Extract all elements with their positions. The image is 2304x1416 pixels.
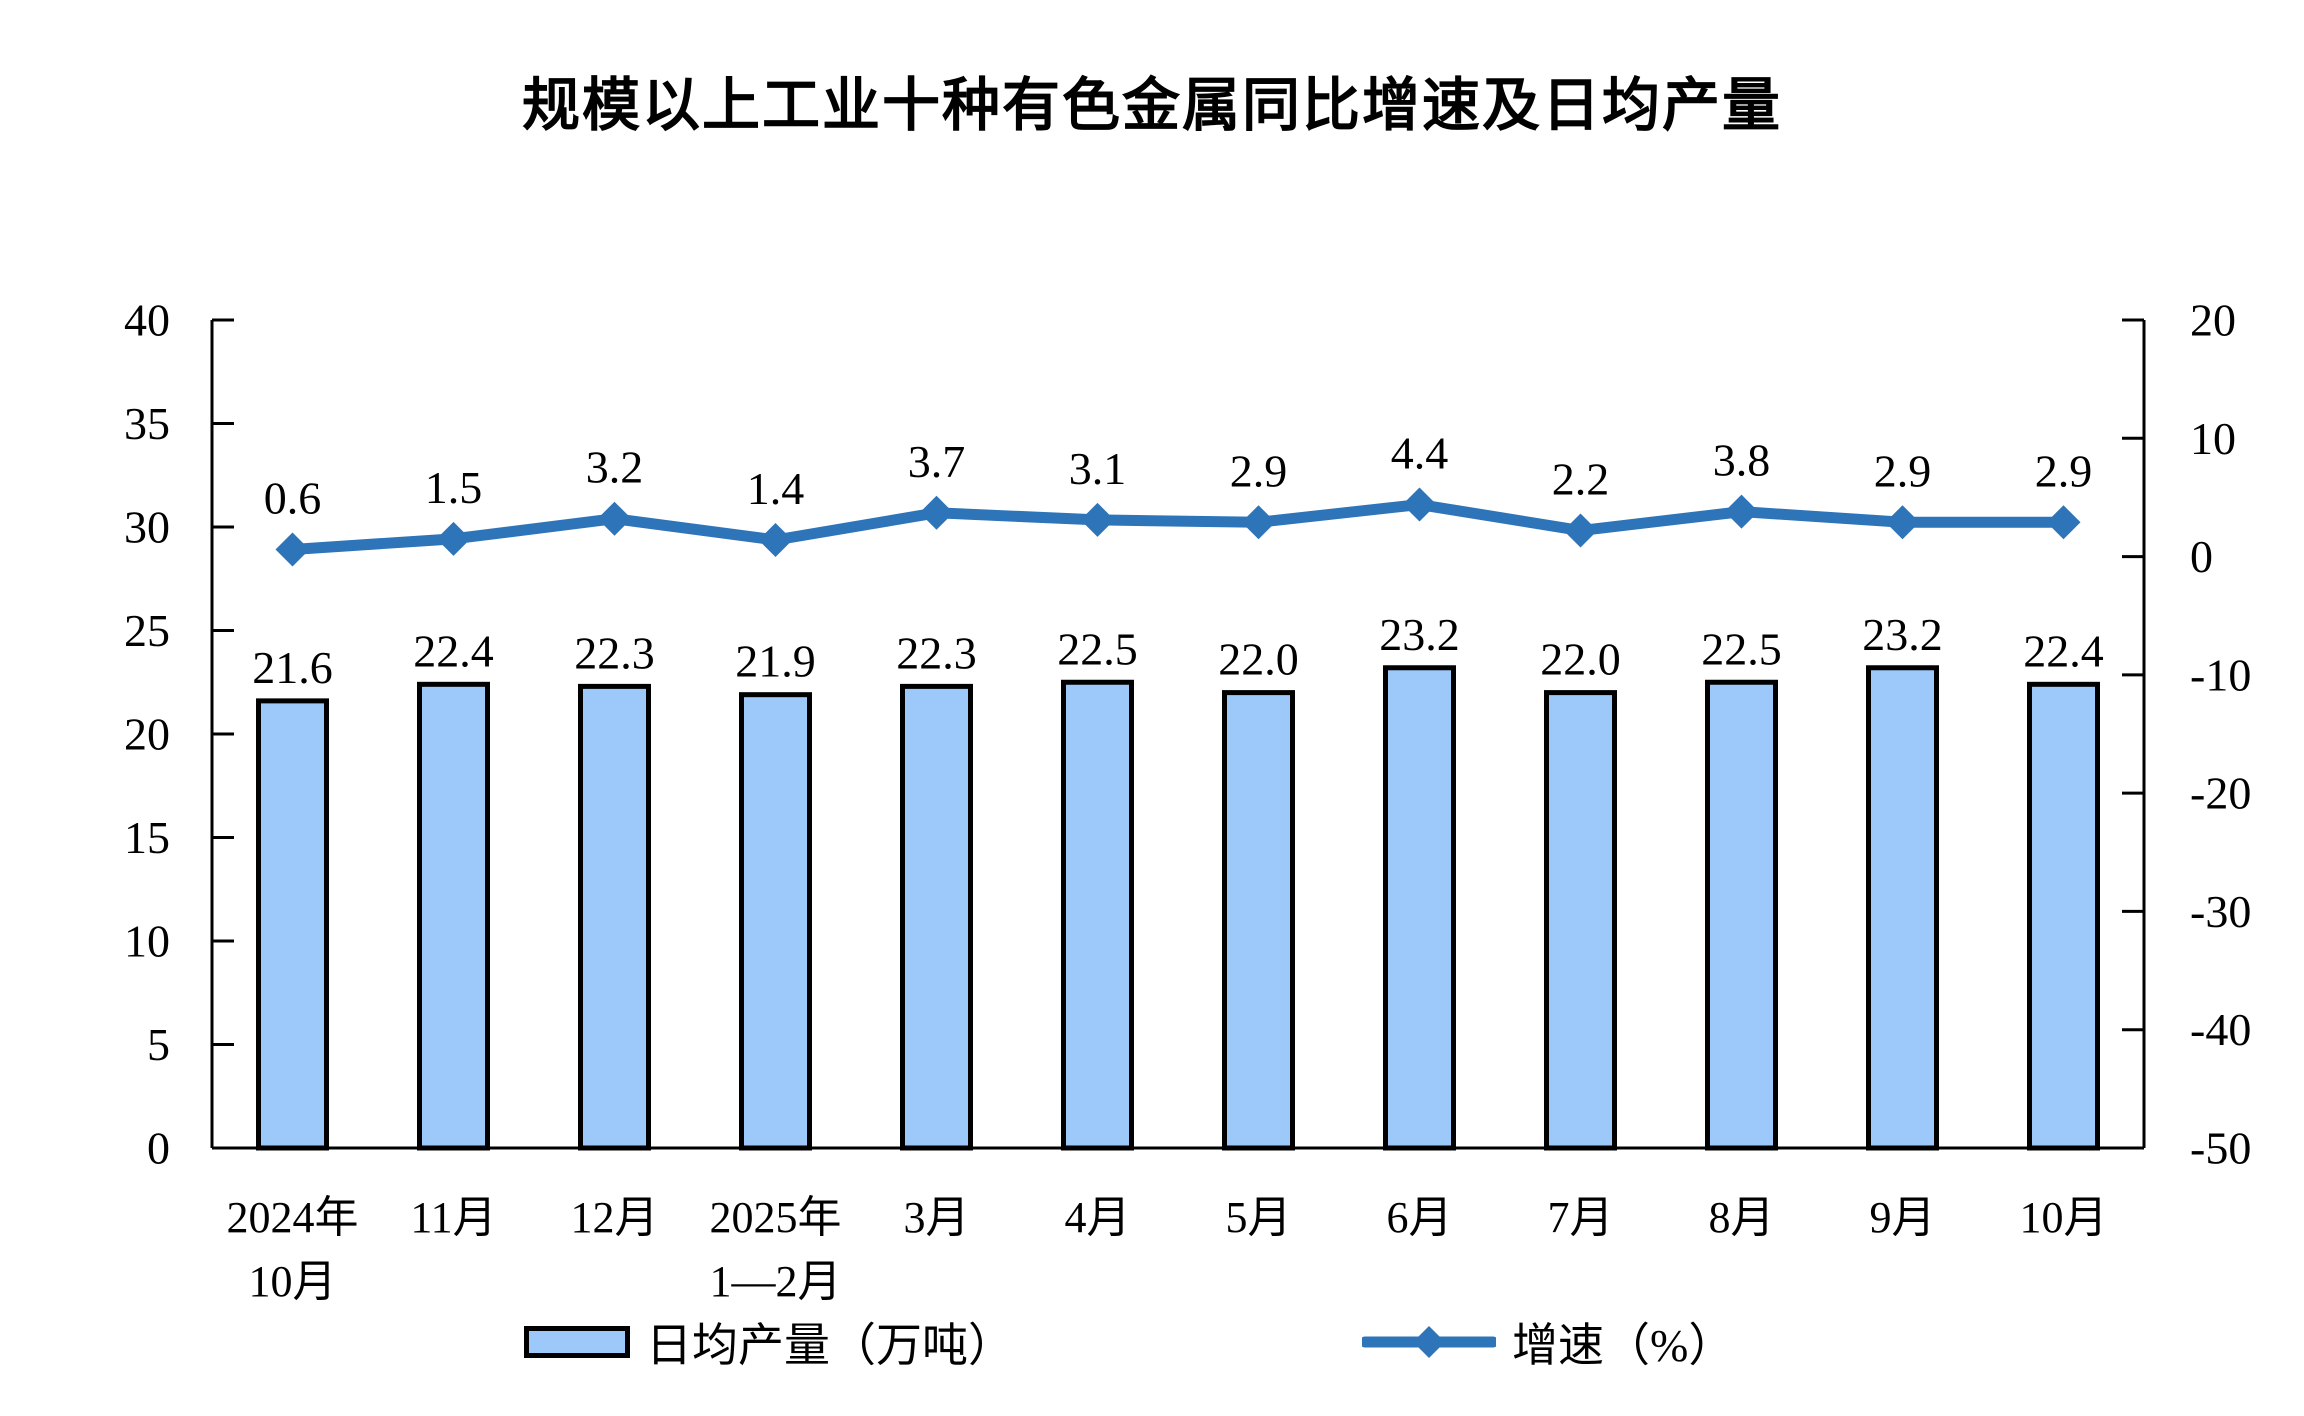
line-marker <box>1080 502 1115 537</box>
chart-title: 规模以上工业十种有色金属同比增速及日均产量 <box>521 73 1782 138</box>
line-value-label: 0.6 <box>264 472 322 523</box>
line-value-label: 2.9 <box>2035 445 2093 496</box>
line-marker <box>758 523 793 558</box>
bar <box>2027 681 2100 1151</box>
legend-diamond-marker <box>1413 1326 1445 1358</box>
bar <box>900 683 973 1151</box>
right-axis-tick-label: 0 <box>2190 531 2213 582</box>
line-value-label: 1.4 <box>747 463 805 514</box>
bar-value-label: 22.3 <box>574 627 655 678</box>
x-axis-label: 11月 <box>410 1193 496 1242</box>
bar-value-label: 22.0 <box>1540 634 1621 685</box>
right-axis-tick-label: 20 <box>2190 295 2236 346</box>
line-marker <box>436 521 471 556</box>
x-axis-label: 4月 <box>1065 1193 1131 1242</box>
line-value-label: 1.5 <box>425 462 483 513</box>
bar <box>1866 665 1939 1151</box>
left-axis-tick-label: 30 <box>124 502 170 553</box>
bar <box>739 692 812 1151</box>
line-marker <box>1563 513 1598 548</box>
bar <box>256 698 329 1151</box>
left-axis-tick-label: 10 <box>124 916 170 967</box>
bar <box>1544 690 1617 1151</box>
x-axis-label: 10月 <box>2020 1193 2108 1242</box>
right-axis-tick-label: -40 <box>2190 1004 2251 1055</box>
growth-line <box>287 499 2069 555</box>
bar <box>578 683 651 1151</box>
x-axis-label: 3月 <box>904 1193 970 1242</box>
x-axis-label: 7月 <box>1548 1193 1614 1242</box>
line-marker <box>1724 494 1759 529</box>
left-axis-tick-label: 40 <box>124 295 170 346</box>
line-marker <box>275 532 310 567</box>
line-series-swatch <box>1362 1326 1496 1358</box>
line-marker <box>2046 505 2081 540</box>
line-value-label: 4.4 <box>1391 428 1449 479</box>
line-value-label: 3.1 <box>1069 443 1127 494</box>
right-axis-tick-label: -10 <box>2190 649 2251 700</box>
left-axis-tick-label: 5 <box>147 1019 170 1070</box>
x-axis-label: 5月 <box>1226 1193 1292 1242</box>
bar-value-label: 23.2 <box>1379 609 1460 660</box>
line-value-label: 2.9 <box>1874 445 1932 496</box>
bar-value-label: 22.5 <box>1701 623 1782 674</box>
line-value-label: 3.7 <box>908 436 966 487</box>
legend-item-bars: 日均产量（万吨） <box>524 1314 1014 1371</box>
right-axis-tick-label: -20 <box>2190 768 2251 819</box>
bar-value-label: 22.4 <box>413 625 494 676</box>
bar-value-label: 22.3 <box>896 627 977 678</box>
line-value-label: 2.9 <box>1230 445 1288 496</box>
left-axis-tick-label: 20 <box>124 709 170 760</box>
x-axis-label: 2024年 10月 <box>227 1193 359 1306</box>
left-axis-tick-label: 15 <box>124 812 170 863</box>
line-marker <box>1241 505 1276 540</box>
line-value-label: 3.2 <box>586 442 644 493</box>
left-axis-tick-label: 35 <box>124 398 170 449</box>
x-axis-label: 2025年 1—2月 <box>710 1193 842 1306</box>
line-marker <box>1402 487 1437 522</box>
bar <box>1705 679 1778 1151</box>
x-axis-label: 9月 <box>1870 1193 1936 1242</box>
bar-value-label: 21.6 <box>252 642 333 693</box>
bar-value-label: 23.2 <box>1862 609 1943 660</box>
bar <box>1222 690 1295 1151</box>
line-marker <box>1885 505 1920 540</box>
bar <box>417 681 490 1151</box>
x-axis-label: 6月 <box>1387 1193 1453 1242</box>
left-axis-tick-label: 25 <box>124 605 170 656</box>
bar-value-label: 22.4 <box>2023 625 2104 676</box>
legend-item-line: 增速（%） <box>1362 1314 1734 1371</box>
left-axis-tick-label: 0 <box>147 1123 170 1174</box>
bar-value-label: 21.9 <box>735 636 816 687</box>
line-marker <box>919 495 954 530</box>
x-axis-label: 8月 <box>1709 1193 1775 1242</box>
x-axis-label: 12月 <box>571 1193 659 1242</box>
line-value-label: 2.2 <box>1552 454 1610 505</box>
right-axis-tick-label: 10 <box>2190 413 2236 464</box>
bar-value-label: 22.5 <box>1057 623 1138 674</box>
bar-series-swatch <box>524 1326 630 1358</box>
bar <box>1061 679 1134 1151</box>
bar-value-label: 22.0 <box>1218 634 1299 685</box>
line-marker <box>597 501 632 536</box>
line-value-label: 3.8 <box>1713 435 1771 486</box>
legend-line-label: 增速（%） <box>1512 1320 1735 1371</box>
right-axis-tick-label: -50 <box>2190 1123 2251 1174</box>
legend-bars-label: 日均产量（万吨） <box>646 1320 1014 1371</box>
right-axis-tick-label: -30 <box>2190 886 2251 937</box>
bar <box>1383 665 1456 1151</box>
